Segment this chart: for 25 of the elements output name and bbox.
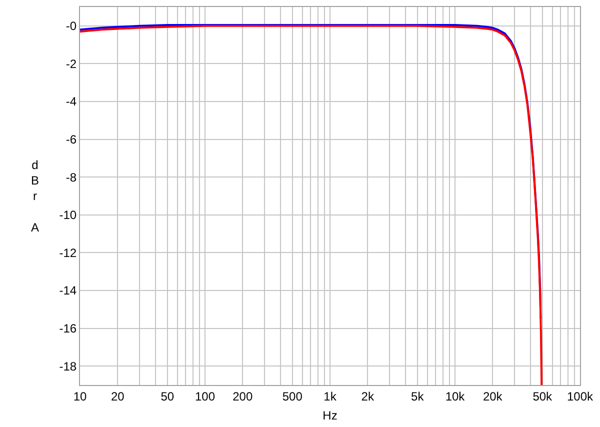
x-tick-label: 50	[160, 389, 174, 404]
y-tick-label: -10	[59, 208, 77, 222]
x-tick-label: 5k	[411, 389, 425, 404]
x-tick-label: 500	[282, 389, 303, 404]
y-tick-label: -2	[66, 56, 77, 71]
y-tick-label: -12	[59, 246, 77, 260]
text: dBr A	[31, 158, 40, 234]
x-tick-label: 1k	[324, 389, 338, 404]
y-tick-label: -14	[59, 284, 77, 298]
x-tick-label: 100	[194, 389, 216, 404]
x-tick-label: 50k	[532, 389, 554, 404]
y-tick-label: -18	[59, 359, 77, 374]
x-axis-title: Hz	[322, 408, 338, 422]
x-tick-label: 10	[73, 389, 87, 404]
y-tick-label: -8	[66, 170, 77, 184]
x-tick-label: 20	[110, 389, 125, 404]
x-tick-label: 100k	[566, 389, 594, 404]
y-tick-label: -6	[66, 132, 77, 146]
y-tick-label: -4	[66, 94, 77, 109]
x-tick-label: 10k	[445, 389, 466, 404]
y-tick-label: -16	[59, 322, 77, 336]
y-tick-label: -0	[66, 19, 77, 34]
x-tick-label: 2k	[361, 389, 375, 404]
x-tick-label: 20k	[482, 389, 504, 404]
x-tick-label: 200	[232, 389, 253, 404]
